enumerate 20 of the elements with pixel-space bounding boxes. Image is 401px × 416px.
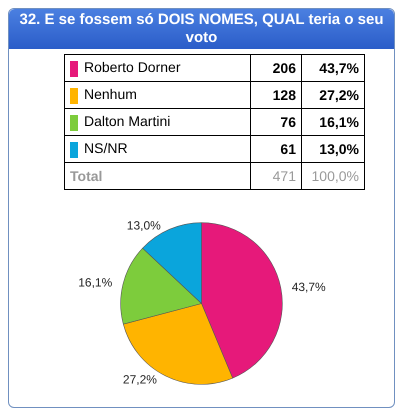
data-label: 27,2% xyxy=(122,372,158,387)
data-label: 43,7% xyxy=(292,280,326,294)
text: 128 xyxy=(250,82,302,108)
text: 61 xyxy=(250,136,302,162)
data-label: 16,1% xyxy=(78,276,113,290)
legend-label: Dalton Martini xyxy=(64,108,250,136)
text: 206 xyxy=(250,54,302,82)
chart-title: 32. E se fossem só DOIS NOMES, QUAL teria o seu voto xyxy=(9,9,394,49)
legend-label: NS/NR xyxy=(64,136,250,162)
data-label: 13,0% xyxy=(126,218,162,233)
text: 43,7% xyxy=(319,60,359,76)
text: 27,2% xyxy=(319,87,359,103)
text: 471 xyxy=(250,162,302,190)
text: 13,0% xyxy=(319,141,359,157)
legend-label: Nenhum xyxy=(64,82,250,108)
text: 76 xyxy=(250,108,302,136)
text: 16,1% xyxy=(319,114,359,130)
text: Total xyxy=(64,162,250,190)
text: 100,0% xyxy=(302,162,364,190)
legend-label: Roberto Dorner xyxy=(64,54,250,82)
